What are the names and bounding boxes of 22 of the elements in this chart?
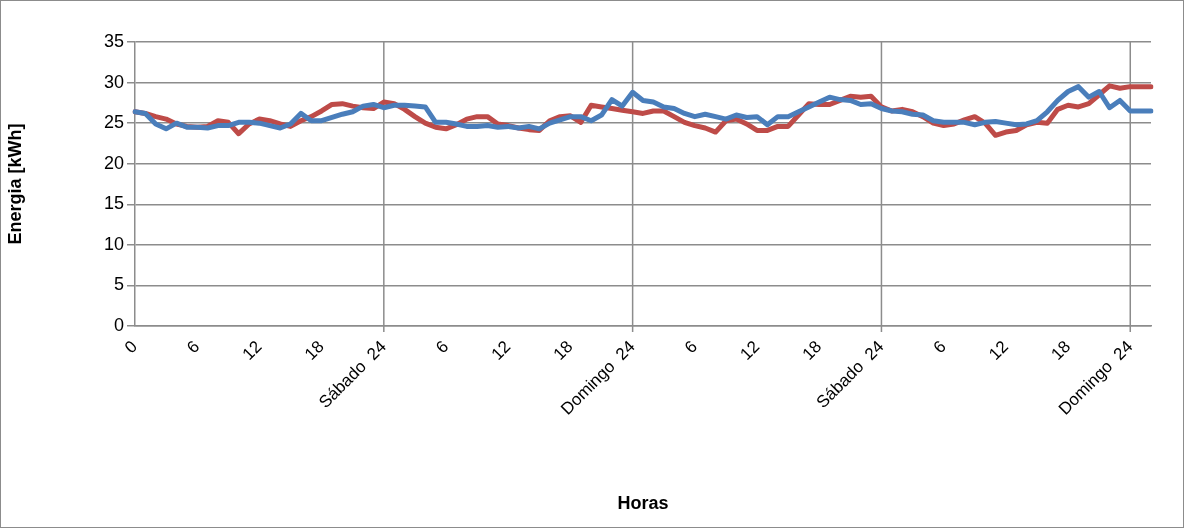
x-tick-label: 18 [300,336,328,364]
y-tick-label: 5 [113,274,124,295]
y-tick-label: 25 [103,112,124,133]
x-tick-label: 12 [736,336,764,364]
x-axis-title: Horas [617,493,669,514]
x-tick-label: 6 [183,336,204,358]
x-tick-label: 18 [1047,336,1075,364]
x-tick-label: 18 [798,336,826,364]
x-tick-label: 6 [432,336,453,358]
x-tick-label: 12 [487,336,515,364]
y-tick-label: 10 [103,233,124,254]
y-tick-label: 15 [103,193,124,214]
y-tick-label: 0 [113,314,124,335]
y-tick-label: 30 [103,71,124,92]
y-tick-label: 20 [103,152,124,173]
x-tick-label: 6 [929,336,950,358]
x-tick-label: 12 [238,336,266,364]
x-tick-label: 18 [549,336,577,364]
x-tick-label: 6 [680,336,701,358]
y-axis-title: Energia [kWh] [4,123,25,245]
y-tick-label: 35 [103,30,124,51]
x-tick-label: 12 [985,336,1012,364]
